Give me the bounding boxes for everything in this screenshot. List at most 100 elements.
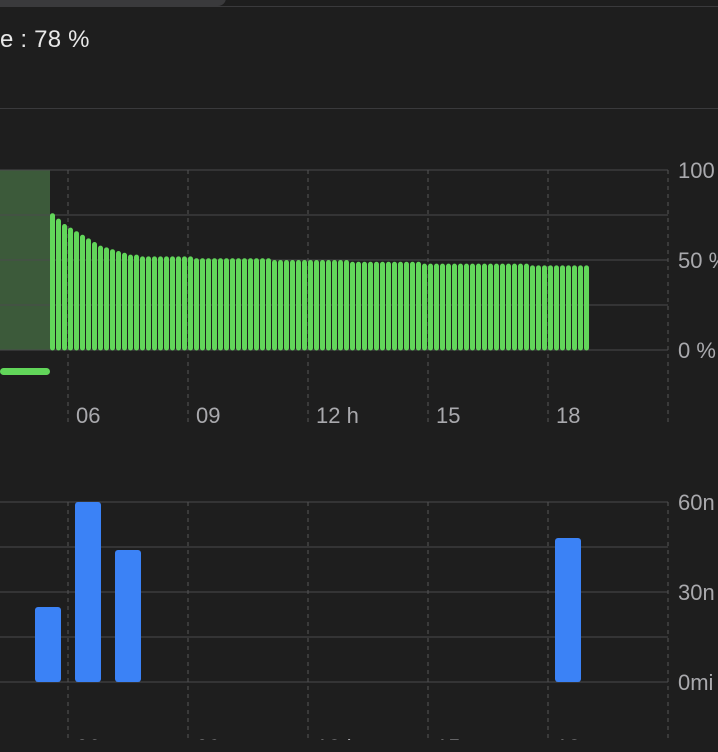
x-tick-label: 15: [436, 403, 460, 428]
x-tick-label: 18: [556, 403, 580, 428]
battery-bar: [554, 265, 559, 351]
battery-bar: [218, 258, 223, 351]
battery-bar: [356, 261, 361, 351]
battery-bar: [326, 260, 331, 351]
battery-bar: [536, 265, 541, 351]
x-tick-label: 12 h: [316, 403, 359, 428]
battery-bar: [260, 258, 265, 351]
battery-bar: [434, 263, 439, 351]
battery-bar: [530, 265, 535, 351]
battery-bar: [104, 247, 109, 351]
battery-bar: [482, 263, 487, 351]
battery-bar: [338, 260, 343, 351]
battery-bar: [494, 263, 499, 351]
battery-bar: [254, 258, 259, 351]
battery-bar: [320, 260, 325, 351]
battery-bar: [560, 265, 565, 351]
battery-bar: [284, 260, 289, 351]
battery-bar: [80, 234, 85, 351]
battery-bar: [524, 263, 529, 351]
battery-level-label: e : 78 %: [0, 26, 90, 53]
battery-bar: [398, 261, 403, 351]
battery-bar: [176, 256, 181, 351]
battery-bar: [428, 263, 433, 351]
battery-bar: [362, 261, 367, 351]
battery-bar: [206, 258, 211, 351]
screen-activity-chart: 60n 30n 0mi 06 09 12 h 15 18: [0, 490, 715, 740]
battery-bar: [170, 256, 175, 351]
battery-bar: [374, 261, 379, 351]
battery-bar: [476, 263, 481, 351]
battery-bar: [128, 254, 133, 351]
y-tick-label: 60n: [678, 490, 715, 515]
battery-bar: [518, 263, 523, 351]
battery-bar: [86, 238, 91, 351]
battery-bar: [110, 249, 115, 351]
activity-bar: [35, 607, 61, 682]
x-tick-label: 06: [76, 735, 100, 740]
y-tick-label: 0 %: [678, 338, 716, 363]
battery-bar: [302, 260, 307, 351]
battery-bar: [212, 258, 217, 351]
battery-bar: [296, 260, 301, 351]
battery-bar: [236, 258, 241, 351]
battery-bar: [242, 258, 247, 351]
battery-bar: [506, 263, 511, 351]
battery-bar: [584, 265, 589, 351]
x-tick-label: 18: [556, 735, 580, 740]
battery-bar: [464, 263, 469, 351]
battery-bar: [452, 263, 457, 351]
battery-bar: [266, 258, 271, 351]
battery-bar: [578, 265, 583, 351]
x-tick-label: 09: [196, 403, 220, 428]
charging-indicator-bar: [0, 368, 50, 375]
y-tick-label: 30n: [678, 580, 715, 605]
activity-bar: [75, 502, 101, 682]
battery-bar: [272, 260, 277, 351]
battery-bar: [542, 265, 547, 351]
y-tick-label: 0mi: [678, 670, 713, 695]
y-tick-label: 100: [678, 160, 715, 183]
battery-bar: [470, 263, 475, 351]
battery-bar: [566, 265, 571, 351]
battery-bar: [182, 256, 187, 351]
section-divider: [0, 108, 718, 109]
battery-bar: [122, 252, 127, 351]
battery-bar: [158, 256, 163, 351]
x-tick-label: 06: [76, 403, 100, 428]
battery-bar: [224, 258, 229, 351]
battery-bar: [440, 263, 445, 351]
battery-bar: [380, 261, 385, 351]
x-tick-label: 15: [436, 735, 460, 740]
battery-bar: [74, 231, 79, 351]
battery-bar: [230, 258, 235, 351]
battery-bar: [308, 260, 313, 351]
battery-bar: [164, 256, 169, 351]
battery-bar: [68, 227, 73, 351]
battery-bar: [56, 218, 61, 351]
battery-bar: [50, 213, 55, 351]
battery-bar: [290, 260, 295, 351]
battery-bar: [314, 260, 319, 351]
battery-bar: [98, 245, 103, 351]
battery-bar: [152, 256, 157, 351]
battery-bar: [116, 251, 121, 351]
battery-bar: [500, 263, 505, 351]
battery-bar: [62, 224, 67, 351]
battery-bar: [188, 256, 193, 351]
battery-bar: [512, 263, 517, 351]
battery-bar: [200, 258, 205, 351]
battery-bar: [572, 265, 577, 351]
battery-bar: [194, 258, 199, 351]
battery-bar: [332, 260, 337, 351]
battery-bar: [410, 261, 415, 351]
x-tick-label: 12 h: [316, 735, 359, 740]
battery-bar: [146, 256, 151, 351]
battery-bar: [368, 261, 373, 351]
top-divider: [0, 6, 718, 7]
battery-bar: [446, 263, 451, 351]
battery-bar: [488, 263, 493, 351]
battery-bar: [392, 261, 397, 351]
x-tick-label: 09: [196, 735, 220, 740]
battery-bar: [140, 256, 145, 351]
